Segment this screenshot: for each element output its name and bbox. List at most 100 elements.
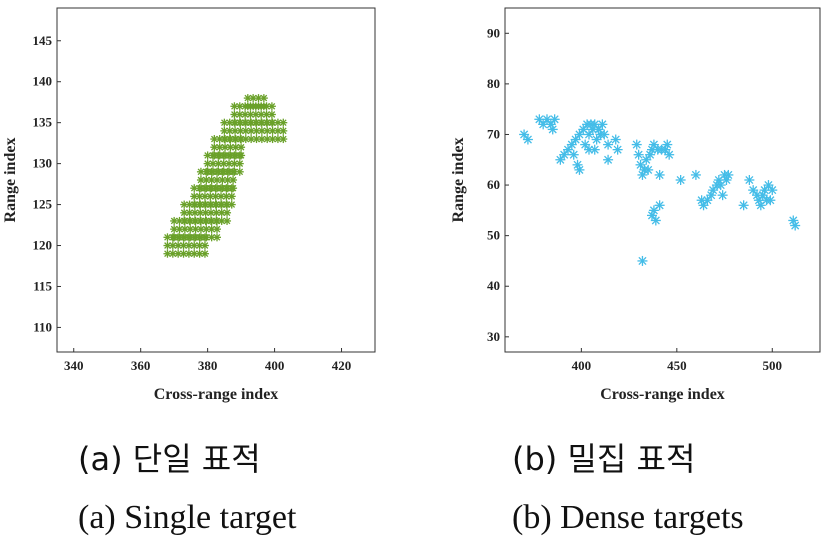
data-point [675,175,686,185]
plot-b-axes-frame [504,7,821,353]
data-point [227,200,236,209]
y-tick-label: 130 [33,156,53,171]
data-point [259,102,268,111]
data-point [610,134,621,145]
data-point [213,225,222,234]
data-point [702,195,713,206]
data-point [191,225,200,234]
y-tick-label: 135 [33,115,53,130]
x-tick-label: 420 [332,358,352,373]
data-point [180,200,189,209]
data-point [229,176,238,184]
plot-a-single-target: 340 360 380 400 420110115120125130135140145 … [2,7,376,403]
plot-b-markers [519,114,801,266]
data-point [223,216,232,225]
data-point [603,154,614,165]
data-point [241,110,250,119]
data-point [648,205,659,216]
caption-a-korean: (a) 단일 표적 [78,440,261,478]
plot-a-y-axis-label: Range index [2,138,19,223]
data-point [190,208,199,217]
data-point [648,139,659,150]
data-point [654,169,665,180]
data-point [589,119,600,130]
data-point [566,139,577,150]
data-point [534,114,545,125]
data-point [168,241,177,250]
data-point [654,200,665,211]
data-point [230,118,239,127]
y-tick-label: 40 [487,278,500,293]
data-point [223,176,232,184]
y-tick-label: 70 [487,126,500,141]
data-point [249,94,258,103]
data-point [218,176,227,184]
data-point [200,249,209,258]
data-point [243,102,252,111]
plot-a-ticks: 340 360 380 400 420 110 115 120 125 130 135 140 145 [33,33,352,373]
data-point [263,135,272,144]
data-point [584,129,594,140]
data-point [225,159,234,168]
data-point [195,192,204,201]
x-tick-label: 450 [667,358,687,373]
data-point [254,94,263,103]
data-point [603,139,614,150]
data-point [231,151,240,160]
data-point [201,208,210,217]
plot-b-ticks: 400 450 500 30 40 50 60 70 80 90 [487,25,782,373]
data-point [612,144,623,155]
data-point [259,94,268,103]
data-point [190,249,199,258]
data-point [200,241,209,250]
data-point [184,241,193,250]
y-tick-label: 110 [33,319,52,334]
y-tick-label: 30 [487,329,500,344]
data-point [597,119,608,130]
data-point [206,200,215,209]
data-point [723,169,734,180]
data-point [555,154,566,165]
data-point [631,139,642,150]
data-point [279,118,288,127]
data-point [229,184,238,193]
data-point [708,185,719,196]
data-point [208,167,217,176]
data-point [227,192,236,201]
y-tick-label: 115 [33,278,52,293]
caption-a-english: (a) Single target [78,499,297,536]
data-point [279,126,288,135]
data-point [589,144,600,155]
data-point [763,180,774,191]
y-tick-label: 140 [33,74,53,89]
x-tick-label: 360 [131,358,151,373]
data-point [549,114,560,125]
y-tick-label: 90 [487,25,500,40]
data-point [196,167,205,176]
data-point [559,149,570,160]
data-point [223,208,232,217]
data-point [213,233,222,242]
data-point [207,184,216,193]
data-point [191,233,200,242]
data-point [755,200,766,211]
y-tick-label: 120 [33,238,53,253]
data-point [637,255,648,266]
x-tick-label: 340 [64,358,84,373]
data-point [748,185,759,196]
data-point [765,195,776,206]
data-point [196,176,205,184]
data-point [225,135,234,144]
data-point [574,129,585,140]
data-point [268,126,277,135]
data-point [519,129,530,140]
data-point [650,215,661,226]
y-tick-label: 145 [33,33,53,48]
data-point [210,135,219,144]
x-tick-label: 400 [265,358,285,373]
data-point [279,135,288,144]
y-tick-label: 125 [33,197,53,212]
data-point [267,110,276,119]
data-point [235,159,244,168]
